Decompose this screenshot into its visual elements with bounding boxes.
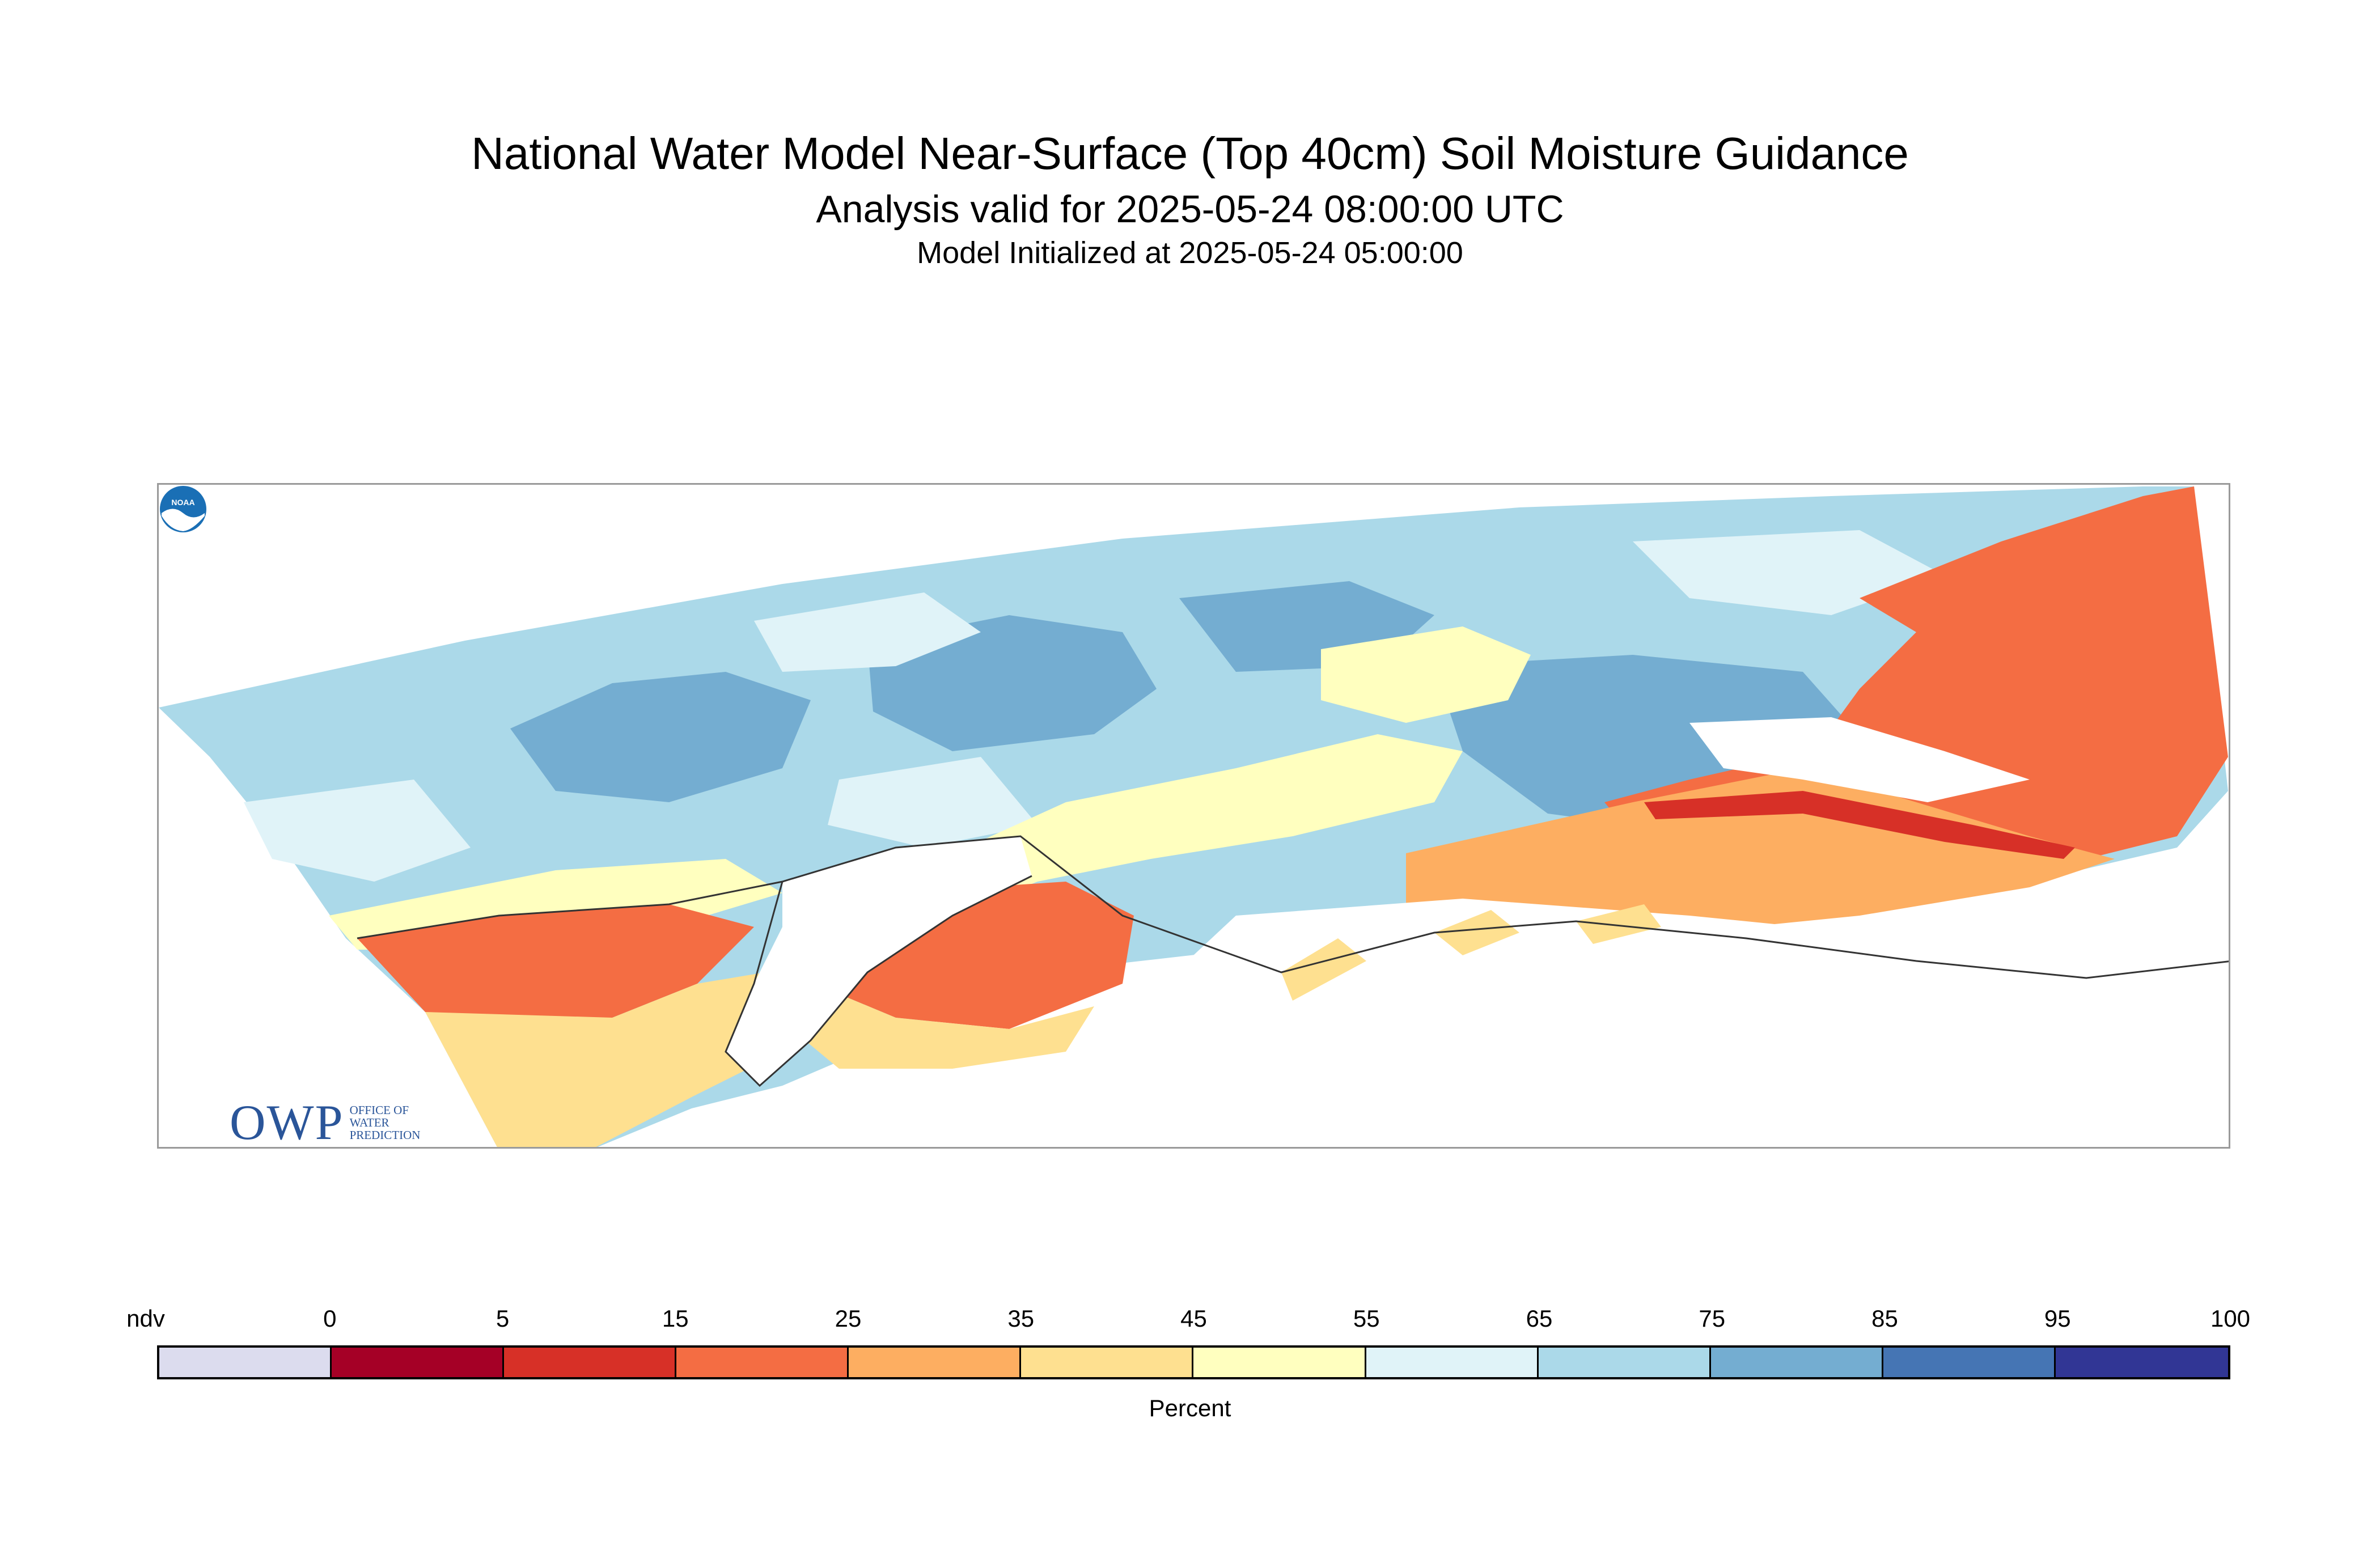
nodata-area-south <box>1151 899 2229 1147</box>
colorbar-tick-label: 65 <box>1526 1305 1553 1332</box>
pale-patch-2 <box>1633 530 1945 615</box>
colorbar-segment <box>1883 1348 2056 1377</box>
owp-subtitle: Office of Water Prediction <box>350 1104 421 1141</box>
kenai-peninsula-south <box>805 989 1094 1069</box>
pale-patch-3 <box>244 780 471 882</box>
owp-sub-line-2: Water <box>349 1116 389 1129</box>
colorbar-tick-label: 95 <box>2044 1305 2071 1332</box>
colorbar-segment <box>1366 1348 1539 1377</box>
colorbar-tick-label: 75 <box>1699 1305 1726 1332</box>
colorbar-segment <box>676 1348 849 1377</box>
dry-region-west-yellow <box>425 972 782 1147</box>
pale-patch-4 <box>828 757 1037 848</box>
noaa-logo-icon: NOAA <box>160 486 206 532</box>
colorbar-tick-labels: ndv 0 5 15 25 35 45 55 65 75 85 95 100 <box>126 1305 2250 1333</box>
colorbar-segment <box>504 1348 677 1377</box>
dry-region-east-light <box>1406 768 2115 938</box>
colorbar-tick-label: 35 <box>1007 1305 1035 1332</box>
init-time-subtitle: Model Initialized at 2025-05-24 05:00:00 <box>917 236 1463 270</box>
kenai-peninsula <box>828 882 1134 1029</box>
valid-time-subtitle: Analysis valid for 2025-05-24 08:00:00 U… <box>816 188 1564 231</box>
owp-sub-line-3: Prediction <box>349 1128 421 1142</box>
colorbar-segment <box>2055 1348 2228 1377</box>
colorbar-segment <box>1021 1348 1194 1377</box>
pale-patch-1 <box>754 592 981 672</box>
owp-letters: OWP <box>230 1095 344 1149</box>
nodata-area-east <box>1689 717 2030 802</box>
owp-logo: OWP Office of Water Prediction <box>230 1095 421 1149</box>
wet-patch-north-central <box>867 615 1157 751</box>
coastline <box>357 835 2229 979</box>
colorbar-unit-label: Percent <box>1149 1395 1231 1421</box>
colorbar-tick-label: 100 <box>2210 1305 2251 1332</box>
colorbar-segment <box>332 1348 505 1377</box>
colorbar-tick-label: 85 <box>1871 1305 1898 1332</box>
dry-region-west <box>357 904 754 1029</box>
island-2 <box>1434 910 1519 955</box>
colorbar-segment <box>1538 1348 1711 1377</box>
noaa-logo-text: NOAA <box>171 498 194 507</box>
coastline-inlet <box>725 875 1032 1087</box>
colorbar-tick-label: 55 <box>1353 1305 1380 1332</box>
island-3 <box>1576 904 1661 944</box>
colorbar-segment <box>849 1348 1022 1377</box>
colorbar-segment <box>1193 1348 1366 1377</box>
map-title: National Water Model Near-Surface (Top 4… <box>471 128 1909 179</box>
colorbar-tick-label: ndv <box>126 1305 165 1332</box>
moderate-band-north <box>1321 626 1531 723</box>
owp-sub-line-1: Office of <box>349 1103 409 1117</box>
colorbar-tick-label: 45 <box>1180 1305 1207 1332</box>
colorbar-tick-label: 15 <box>662 1305 689 1332</box>
colorbar-segment <box>1710 1348 1883 1377</box>
moderate-band-central <box>896 734 1463 916</box>
colorbar <box>157 1345 2230 1379</box>
island-1 <box>1281 938 1366 1001</box>
soil-moisture-map: OWP Office of Water Prediction NOAA <box>157 483 2230 1149</box>
colorbar-tick-label: 5 <box>496 1305 510 1332</box>
dry-streak-east <box>1644 791 2075 859</box>
map-canvas <box>159 486 2229 1147</box>
cook-inlet <box>726 836 1032 1086</box>
colorbar-tick-label: 0 <box>323 1305 337 1332</box>
colorbar-tick-label: 25 <box>835 1305 862 1332</box>
wet-patch-northwest <box>510 672 811 802</box>
colorbar-segment <box>159 1348 332 1377</box>
